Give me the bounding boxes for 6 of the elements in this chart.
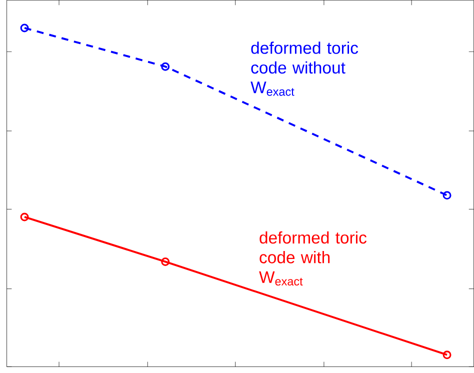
point — [161, 257, 170, 266]
point — [161, 62, 170, 71]
point — [442, 190, 452, 200]
series-label: deformed toric code with W$_{exact}$ — [259, 231, 366, 286]
series-label: deformed toric code without W$_{exact}$ — [250, 41, 358, 96]
point — [20, 24, 29, 32]
